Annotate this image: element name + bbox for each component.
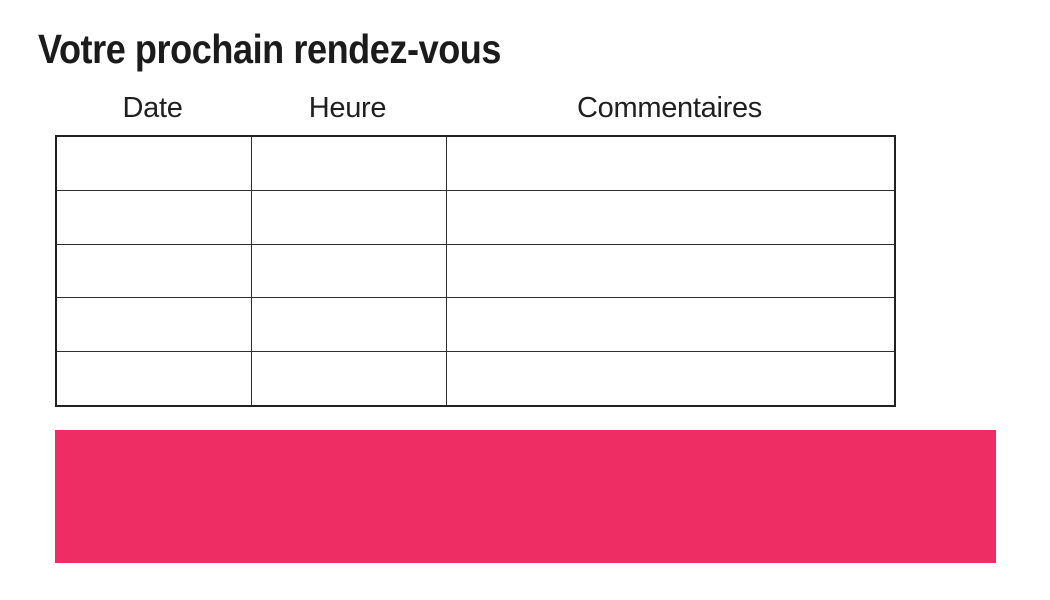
table-header-row: Date Heure Commentaires [55, 91, 894, 125]
table-cell-commentaires [445, 189, 896, 245]
table-row [55, 135, 896, 191]
table-cell-commentaires [445, 351, 896, 407]
table-row [55, 243, 896, 299]
table-row [55, 189, 896, 245]
table-cell-date [55, 243, 252, 299]
table-cell-heure [250, 351, 447, 407]
column-header-commentaires: Commentaires [577, 92, 762, 124]
table-cell-date [55, 135, 252, 191]
table-row [55, 297, 896, 353]
column-header-date: Date [122, 92, 183, 124]
appointment-table [55, 135, 896, 407]
table-cell-commentaires [445, 243, 896, 299]
table-row [55, 351, 896, 407]
table-cell-date [55, 297, 252, 353]
pink-banner [55, 430, 996, 563]
table-cell-heure [250, 243, 447, 299]
table-cell-heure [250, 135, 447, 191]
column-header-heure: Heure [308, 92, 387, 124]
page-title: Votre prochain rendez-vous [38, 26, 502, 72]
table-cell-commentaires [445, 135, 896, 191]
table-cell-heure [250, 297, 447, 353]
table-cell-date [55, 351, 252, 407]
table-cell-date [55, 189, 252, 245]
table-cell-commentaires [445, 297, 896, 353]
table-cell-heure [250, 189, 447, 245]
